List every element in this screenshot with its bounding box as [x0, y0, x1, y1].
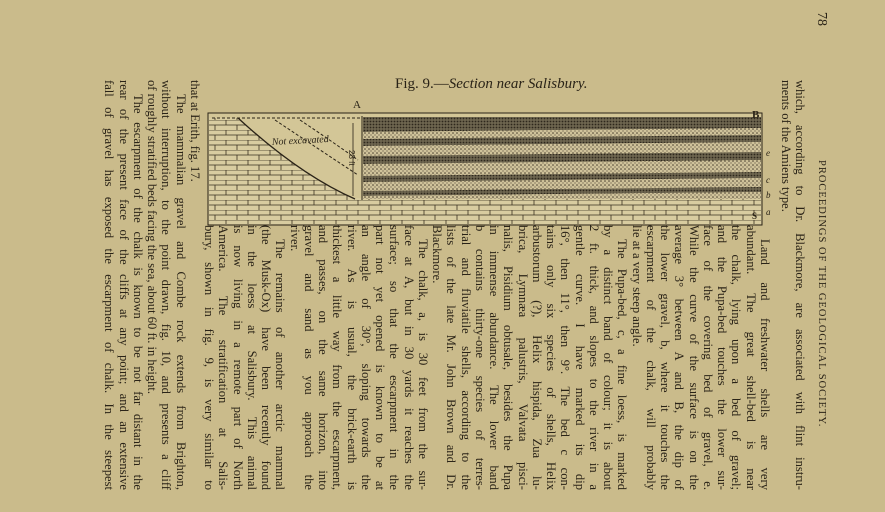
chalk-escarpment: [209, 118, 355, 199]
figure-caption: Fig. 9.—Section near Salisbury.: [395, 76, 588, 93]
bed-label-b: b: [766, 190, 771, 200]
figure-caption-number: Fig. 9.—: [395, 76, 449, 92]
chalk-base: [209, 198, 761, 224]
stratum-band: [363, 117, 761, 132]
escarpment-curve: [237, 117, 356, 200]
figure-caption-title: Section near Salisbury.: [448, 76, 588, 92]
chalk-mark: S: [752, 211, 757, 221]
point-b-label: B: [752, 109, 760, 121]
dashed-beds: [274, 119, 359, 176]
not-excavated-label: Not excavated: [271, 134, 330, 148]
stratum-band: [363, 178, 761, 191]
bed-label-a: a: [766, 207, 771, 217]
stratum-band: [363, 128, 761, 139]
stratum-band: [363, 160, 761, 176]
bed-label-e: e: [766, 148, 770, 158]
stratum-band: [363, 142, 761, 156]
stratum-band: [363, 172, 761, 182]
point-a-label: A: [353, 99, 361, 111]
bed-label-c: c: [766, 175, 770, 185]
height-label: 23 ft: [347, 150, 356, 166]
strata: [363, 117, 761, 199]
stratum-band: [363, 187, 761, 196]
stratum-band: [363, 192, 761, 199]
stratum-band: [363, 135, 761, 146]
